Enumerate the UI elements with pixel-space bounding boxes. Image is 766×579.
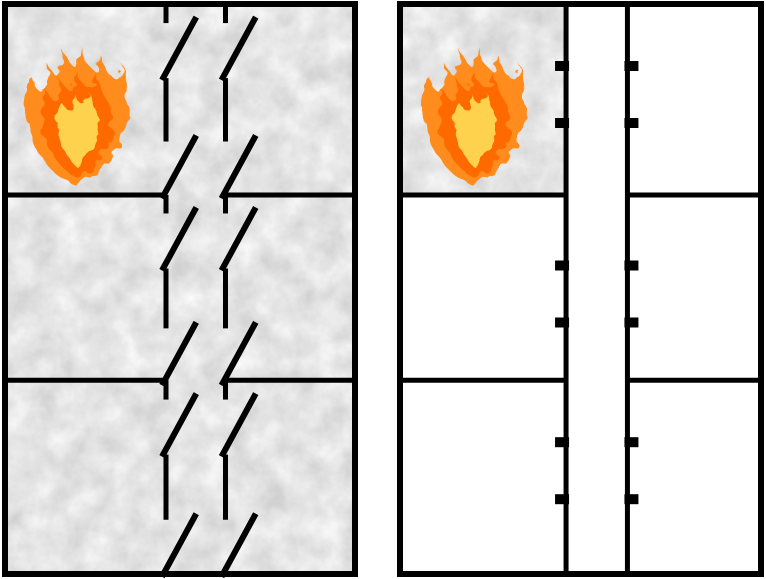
door-closed-marker [624,437,638,447]
door-closed-marker [624,494,638,504]
door-closed-marker [555,318,569,328]
door-closed-marker [624,118,638,128]
fire-compartment-diagram [0,0,766,579]
door-closed-marker [555,261,569,271]
door-closed-marker [555,494,569,504]
door-closed-marker [555,437,569,447]
door-closed-marker [624,318,638,328]
door-closed-marker [555,61,569,71]
door-closed-marker [624,61,638,71]
door-closed-marker [624,261,638,271]
door-closed-marker [555,118,569,128]
